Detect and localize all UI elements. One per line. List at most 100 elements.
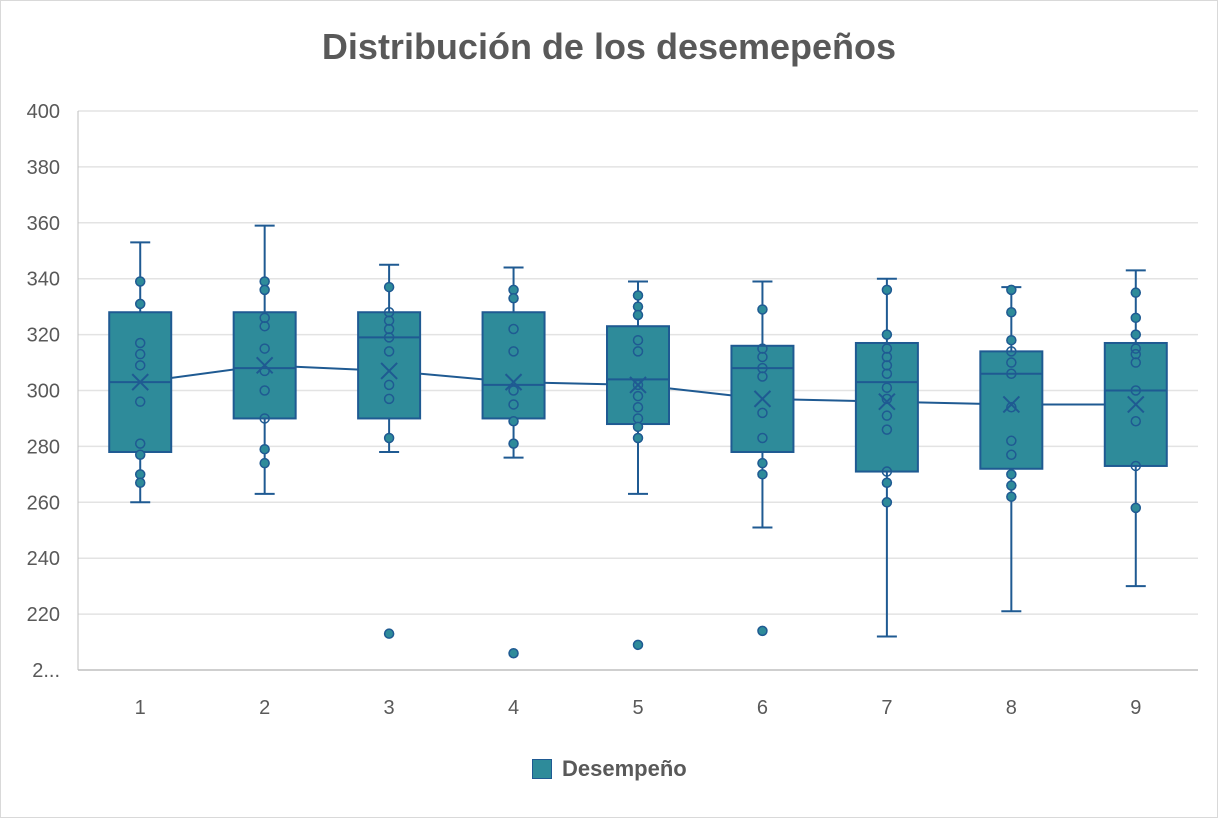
data-point (508, 415, 519, 427)
data-point (1130, 502, 1142, 514)
data-point (259, 320, 270, 332)
data-point (1006, 449, 1017, 461)
box-iqr (979, 350, 1044, 470)
box-category-9 (1103, 269, 1168, 588)
chart-title: Distribución de los desemepeños (321, 26, 897, 67)
y-tick-label: 340 (27, 269, 60, 291)
outlier-point (757, 625, 768, 637)
mean-marker (131, 373, 149, 391)
x-axis-ticks: 1 2 3 4 5 6 7 8 9 (135, 697, 1142, 719)
data-point (134, 438, 146, 449)
data-point (1006, 368, 1017, 379)
outlier-point (383, 628, 395, 639)
data-point (881, 382, 893, 393)
data-point (757, 351, 768, 363)
data-point (1130, 385, 1142, 396)
data-point (881, 329, 893, 340)
data-point (757, 304, 768, 315)
data-point (1130, 312, 1142, 324)
data-point (134, 449, 146, 461)
box-category-8 (979, 284, 1044, 613)
x-tick-label: 1 (135, 697, 146, 719)
data-point (508, 438, 519, 449)
mean-marker (1002, 395, 1021, 414)
x-tick-label: 2 (259, 697, 270, 719)
data-point (632, 421, 644, 433)
box-iqr (481, 311, 546, 420)
data-point (881, 477, 893, 488)
data-point (383, 432, 395, 444)
x-tick-label: 5 (632, 697, 643, 719)
box-iqr (357, 311, 422, 420)
data-point (259, 457, 270, 469)
y-tick-label: 400 (27, 101, 60, 123)
data-point (632, 334, 644, 346)
outlier-point (508, 647, 519, 659)
data-point (1130, 357, 1142, 368)
data-point (1130, 287, 1142, 298)
data-point (881, 393, 893, 405)
outlier-point (632, 639, 644, 651)
data-point (259, 443, 270, 455)
x-tick-label: 7 (881, 697, 892, 719)
data-point (508, 399, 519, 410)
legend-swatch (532, 759, 552, 779)
box-category-4 (481, 266, 546, 659)
data-point (259, 343, 270, 354)
data-point (632, 379, 644, 391)
data-point (134, 477, 146, 488)
data-point (508, 323, 519, 335)
data-point (134, 348, 146, 360)
data-point (1130, 460, 1142, 472)
data-point (383, 346, 395, 357)
box-category-6 (730, 280, 795, 637)
box-category-7 (854, 277, 919, 638)
data-point (508, 293, 519, 304)
data-point (632, 432, 644, 444)
data-point (134, 396, 146, 407)
y-tick-label: 280 (27, 436, 60, 458)
data-point (383, 379, 395, 391)
y-tick-label: 220 (27, 604, 60, 626)
data-point (632, 402, 644, 413)
data-point (1130, 343, 1142, 354)
data-point (632, 390, 644, 402)
legend-label: Desempeño (562, 756, 687, 781)
mean-marker (255, 356, 274, 375)
data-point (757, 371, 768, 382)
y-tick-label: 360 (27, 213, 60, 235)
y-axis-ticks: 400 380 360 340 320 300 280 260 240 220 2... (27, 101, 60, 682)
x-tick-label: 4 (508, 697, 519, 719)
data-point (881, 410, 893, 421)
plot-area (108, 224, 1168, 659)
data-point (1006, 480, 1017, 491)
x-tick-label: 3 (384, 697, 395, 719)
x-tick-label: 6 (757, 697, 768, 719)
data-point (757, 457, 768, 469)
data-point (134, 298, 146, 310)
data-point (757, 407, 768, 419)
mean-marker (1127, 395, 1145, 414)
box-category-3 (357, 263, 422, 639)
data-point (1006, 346, 1017, 357)
data-point (757, 469, 768, 480)
data-point (881, 368, 893, 379)
x-tick-label: 9 (1130, 697, 1141, 719)
data-point (1006, 284, 1017, 296)
y-tick-label: 260 (27, 492, 60, 514)
mean-marker (380, 362, 398, 380)
box-iqr (854, 341, 919, 473)
data-point (508, 385, 519, 396)
box-category-1 (108, 241, 173, 504)
data-point (259, 385, 270, 396)
data-point (881, 284, 893, 296)
data-point (134, 337, 146, 349)
box-category-5 (606, 280, 670, 651)
data-point (1006, 306, 1017, 318)
data-point (134, 360, 146, 371)
data-point (1006, 334, 1017, 346)
y-tick-label: 320 (27, 325, 60, 347)
data-point (1006, 491, 1017, 502)
mean-marker (878, 392, 896, 411)
data-point (1130, 415, 1142, 427)
